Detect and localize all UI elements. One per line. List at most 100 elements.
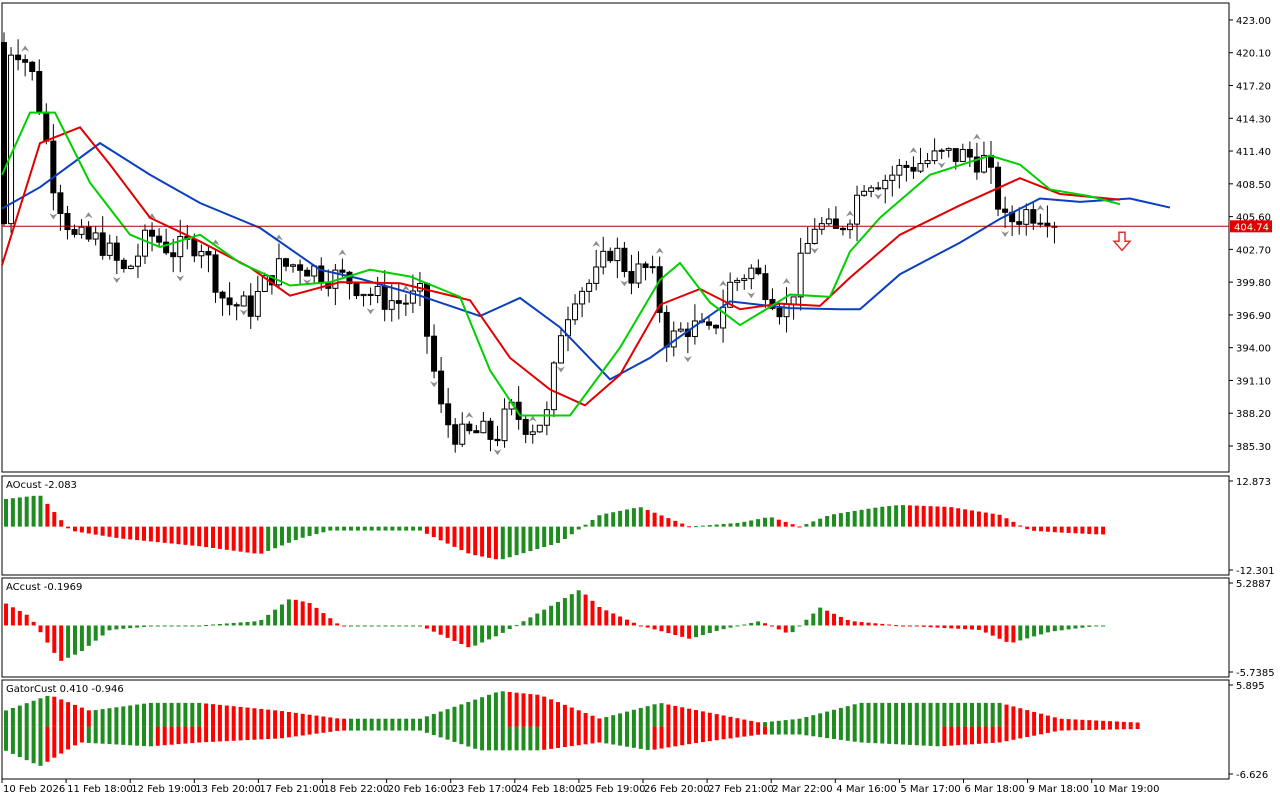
- ac-bar: [176, 625, 181, 627]
- ac-bar: [362, 625, 367, 627]
- gator-upper-bar: [376, 718, 381, 727]
- candle: [360, 293, 367, 297]
- ac-bar: [217, 623, 222, 626]
- ao-bar: [431, 526, 436, 538]
- ao-bar: [914, 505, 919, 527]
- candle: [882, 179, 889, 190]
- ac-bar: [438, 625, 443, 635]
- gator-lower-bar: [1080, 726, 1085, 731]
- gator-lower-bar: [1135, 726, 1140, 730]
- candle: [163, 241, 170, 254]
- gator-lower-bar: [217, 726, 222, 742]
- ac-bar: [300, 601, 305, 626]
- gator-upper-bar: [280, 711, 284, 727]
- candle: [741, 278, 748, 281]
- gator-upper-bar: [1087, 720, 1092, 727]
- ao-bar: [293, 526, 298, 541]
- gator-lower-bar: [631, 726, 636, 748]
- ao-bar: [224, 526, 229, 550]
- gator-lower-bar: [176, 726, 181, 745]
- ao-bar: [562, 526, 567, 539]
- gator-y-tick-label: -6.626: [1236, 770, 1268, 781]
- gator-upper-bar: [832, 709, 836, 727]
- gator-upper-bar: [93, 710, 98, 727]
- gator-upper-bar: [997, 702, 1002, 727]
- ao-bar: [1025, 526, 1030, 530]
- ac-bar: [597, 606, 602, 626]
- gator-upper-bar: [148, 702, 153, 727]
- ac-bar: [293, 599, 298, 626]
- fractal-up-marker: [465, 412, 474, 419]
- gator-upper-bar: [963, 702, 968, 727]
- gator-upper-bar: [355, 718, 360, 727]
- candle: [1044, 222, 1051, 227]
- x-tick-label: 20 Feb 16:00: [388, 784, 454, 795]
- gator-lower-bar: [459, 726, 464, 745]
- ac-bar: [618, 616, 623, 626]
- gator-lower-bar: [838, 726, 843, 740]
- candle: [438, 370, 445, 405]
- ac-bar: [790, 625, 795, 633]
- ac-bar: [473, 625, 478, 646]
- ao-bar: [921, 505, 926, 527]
- ao-bar: [783, 521, 788, 527]
- gator-upper-bar: [1114, 721, 1119, 727]
- gator-upper-bar: [314, 715, 319, 727]
- gator-upper-bar: [252, 708, 257, 727]
- ao-bar: [66, 526, 71, 529]
- ac-bar: [183, 625, 188, 627]
- ac-bar: [818, 607, 823, 626]
- ao-bar: [1094, 526, 1099, 535]
- candle: [663, 311, 670, 348]
- ao-bar: [148, 526, 153, 542]
- gator-lower-bar: [224, 726, 229, 742]
- gator-upper-bar: [217, 704, 222, 727]
- gator-lower-bar: [1108, 726, 1112, 730]
- gator-upper-bar: [756, 722, 761, 727]
- candle: [304, 269, 311, 277]
- gator-lower-bar: [86, 726, 91, 743]
- gator-upper-bar: [286, 711, 291, 727]
- gator-lower-bar: [942, 726, 947, 747]
- gator-lower-bar: [832, 726, 836, 739]
- gator-lower-bar: [10, 726, 15, 754]
- ao-bar: [438, 526, 443, 541]
- ao-bar: [583, 524, 588, 527]
- gator-upper-bar: [390, 718, 395, 727]
- ac-bar: [687, 625, 692, 639]
- gator-lower-bar: [438, 726, 443, 738]
- ao-bar: [1101, 526, 1106, 535]
- gator-lower-bar: [342, 726, 347, 731]
- ac-bar: [418, 625, 422, 627]
- gator-lower-bar: [135, 726, 140, 746]
- price-pane-frame: [1, 2, 1230, 473]
- candle: [487, 420, 494, 440]
- x-tick-label: 13 Feb 20:00: [195, 784, 261, 795]
- candle: [1016, 221, 1023, 225]
- candle: [868, 187, 875, 192]
- gator-upper-bar: [66, 702, 71, 727]
- price-y-tick-label: 408.50: [1236, 180, 1271, 191]
- gator-upper-bar: [1011, 706, 1016, 727]
- candle: [480, 420, 487, 434]
- ao-bar: [611, 512, 616, 527]
- gator-lower-bar: [887, 726, 892, 744]
- gator-lower-bar: [431, 726, 436, 736]
- ac-bar: [797, 625, 802, 627]
- gator-lower-bar: [362, 726, 367, 731]
- ac-bar: [128, 625, 133, 629]
- fractal-down-marker: [303, 279, 312, 286]
- gator-upper-bar: [59, 699, 64, 727]
- gator-upper-bar: [1128, 722, 1133, 727]
- fractal-down-marker: [239, 309, 248, 316]
- ac-bar: [652, 625, 657, 630]
- ao-bar: [4, 498, 8, 527]
- candle: [706, 321, 712, 326]
- ao-bar: [217, 526, 222, 549]
- candle: [557, 335, 564, 364]
- ao-bar: [1018, 525, 1023, 527]
- fractal-down-marker: [1001, 230, 1010, 237]
- ac-bar: [976, 625, 981, 630]
- ao-bar: [687, 526, 692, 528]
